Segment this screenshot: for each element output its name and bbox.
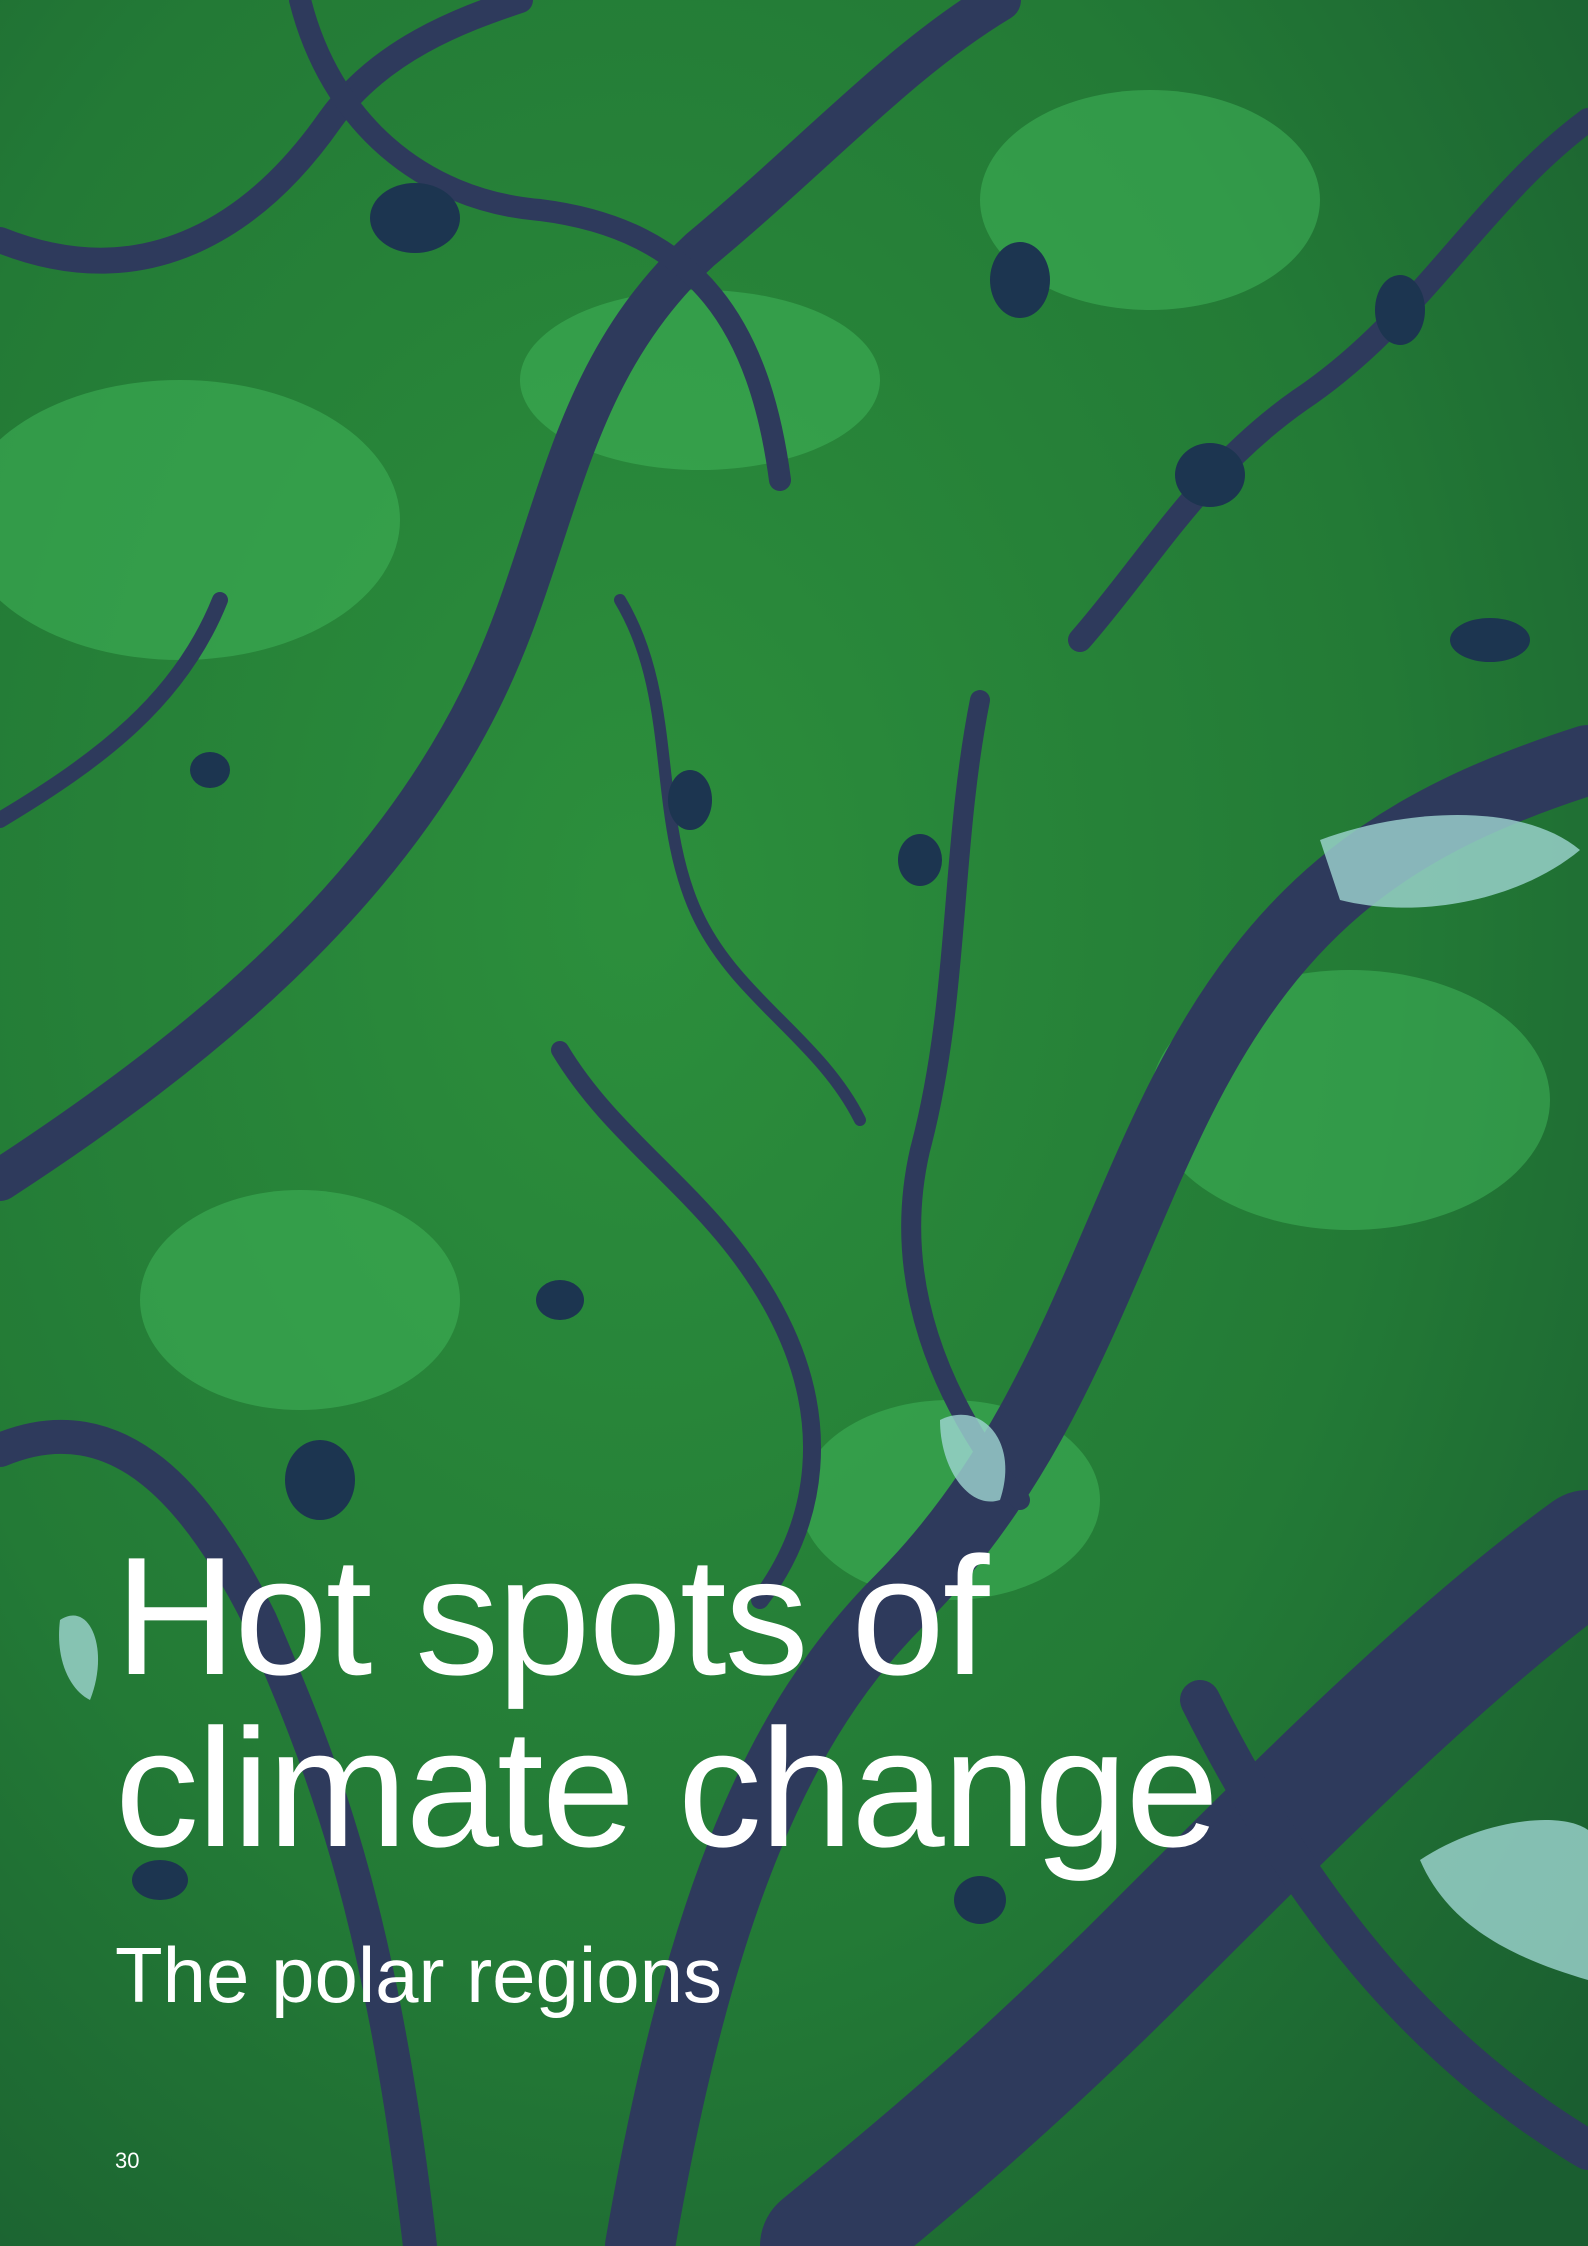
lakes [132, 183, 1530, 1924]
title-line: climate change [115, 1694, 1219, 1882]
sandbars [59, 815, 1588, 1980]
title: Hot spots of climate change [115, 1522, 1219, 1882]
title-line: Hot spots of [115, 1522, 989, 1710]
subtitle: The polar regions [115, 1931, 723, 2019]
page-number: 30 [115, 2148, 140, 2173]
